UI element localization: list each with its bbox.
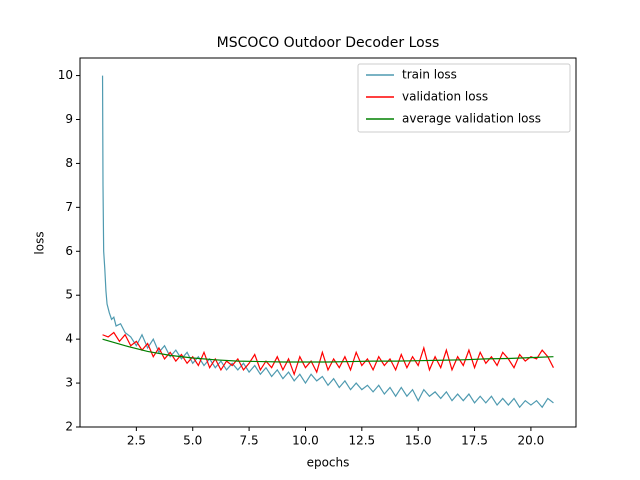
y-tick-label: 2 bbox=[65, 420, 73, 434]
x-axis-label: epochs bbox=[307, 456, 350, 470]
x-tick-label: 15.0 bbox=[405, 434, 432, 448]
x-tick-label: 12.5 bbox=[348, 434, 375, 448]
series-line bbox=[102, 338, 554, 363]
series-line bbox=[102, 331, 554, 377]
legend-box bbox=[357, 63, 571, 133]
plot-frame bbox=[79, 57, 577, 428]
y-tick-label: 7 bbox=[65, 200, 73, 214]
y-tick-label: 9 bbox=[65, 112, 73, 126]
y-tick-label: 6 bbox=[65, 244, 73, 258]
x-tick-label: 2.5 bbox=[127, 434, 146, 448]
x-tick-label: 5.0 bbox=[183, 434, 202, 448]
y-tick-label: 10 bbox=[58, 68, 73, 82]
legend-label: average validation loss bbox=[402, 112, 541, 126]
x-tick-label: 20.0 bbox=[518, 434, 545, 448]
y-axis-label: loss bbox=[33, 231, 47, 254]
y-tick-label: 8 bbox=[65, 156, 73, 170]
legend-label: validation loss bbox=[402, 90, 488, 104]
x-tick-label: 10.0 bbox=[292, 434, 319, 448]
series-line bbox=[101, 75, 554, 409]
y-tick-label: 3 bbox=[65, 376, 73, 390]
x-tick-label: 17.5 bbox=[461, 434, 488, 448]
y-tick-label: 5 bbox=[65, 288, 73, 302]
x-tick-label: 7.5 bbox=[240, 434, 259, 448]
legend-label: train loss bbox=[402, 68, 457, 82]
y-tick-label: 4 bbox=[65, 332, 73, 346]
chart-title: MSCOCO Outdoor Decoder Loss bbox=[217, 35, 440, 51]
